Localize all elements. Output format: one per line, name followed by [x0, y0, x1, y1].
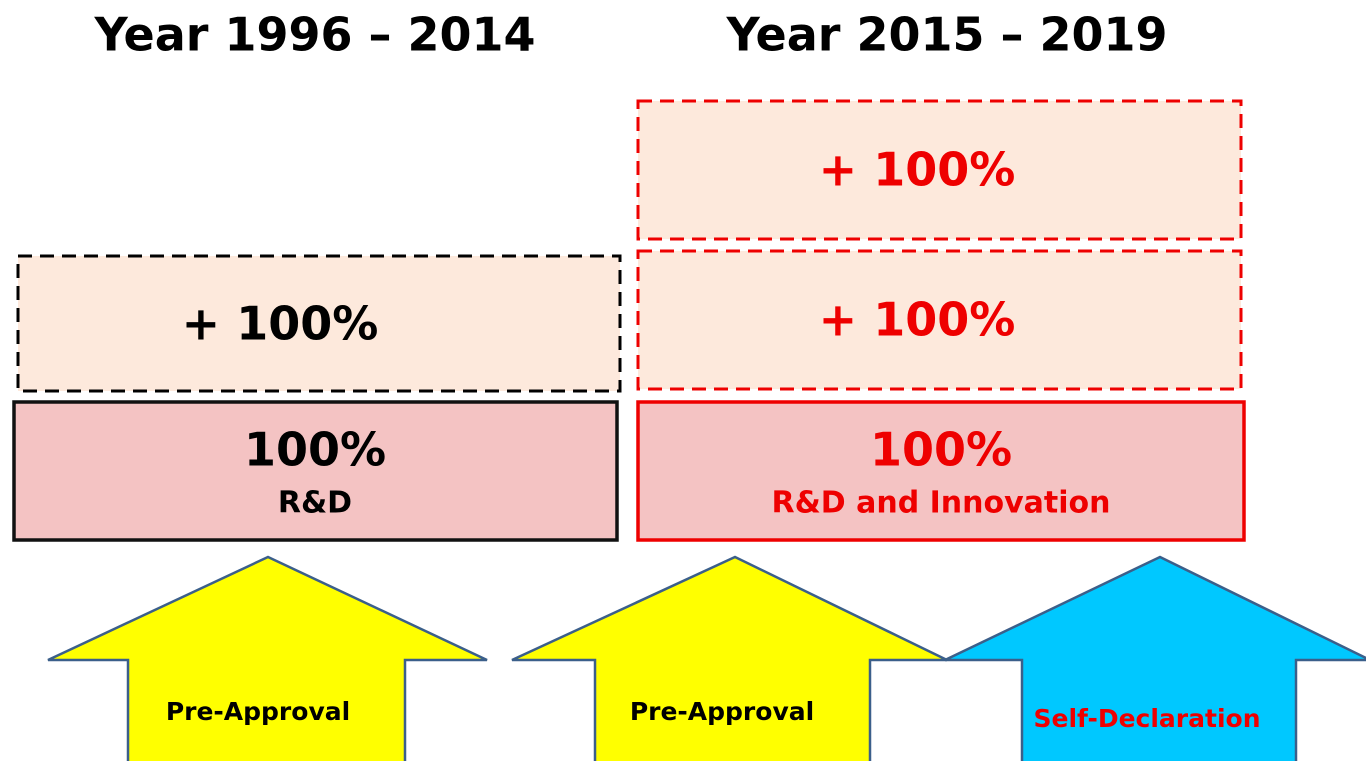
- base-label: R&D and Innovation: [771, 486, 1110, 521]
- base-value: 100%: [870, 423, 1012, 477]
- arrow: [511, 555, 948, 761]
- arrow: [47, 555, 488, 761]
- column-title: Year 2015 – 2019: [725, 8, 1167, 62]
- extra-box: [636, 249, 1243, 391]
- extra-box-label: + 100%: [182, 297, 379, 351]
- base-value: 100%: [244, 423, 386, 477]
- extra-box-label: + 100%: [819, 143, 1016, 197]
- extra-box-label: + 100%: [819, 293, 1016, 347]
- arrow-label: Pre-Approval: [630, 697, 814, 726]
- base-label: R&D: [278, 486, 352, 521]
- extra-box: [636, 99, 1243, 241]
- extra-box: [16, 254, 622, 393]
- column-title: Year 1996 – 2014: [93, 8, 535, 62]
- base-box: [636, 400, 1246, 542]
- arrow-label: Self-Declaration: [1033, 704, 1260, 733]
- arrow-label: Pre-Approval: [166, 697, 350, 726]
- arrow: [944, 555, 1366, 761]
- base-box: [12, 400, 619, 542]
